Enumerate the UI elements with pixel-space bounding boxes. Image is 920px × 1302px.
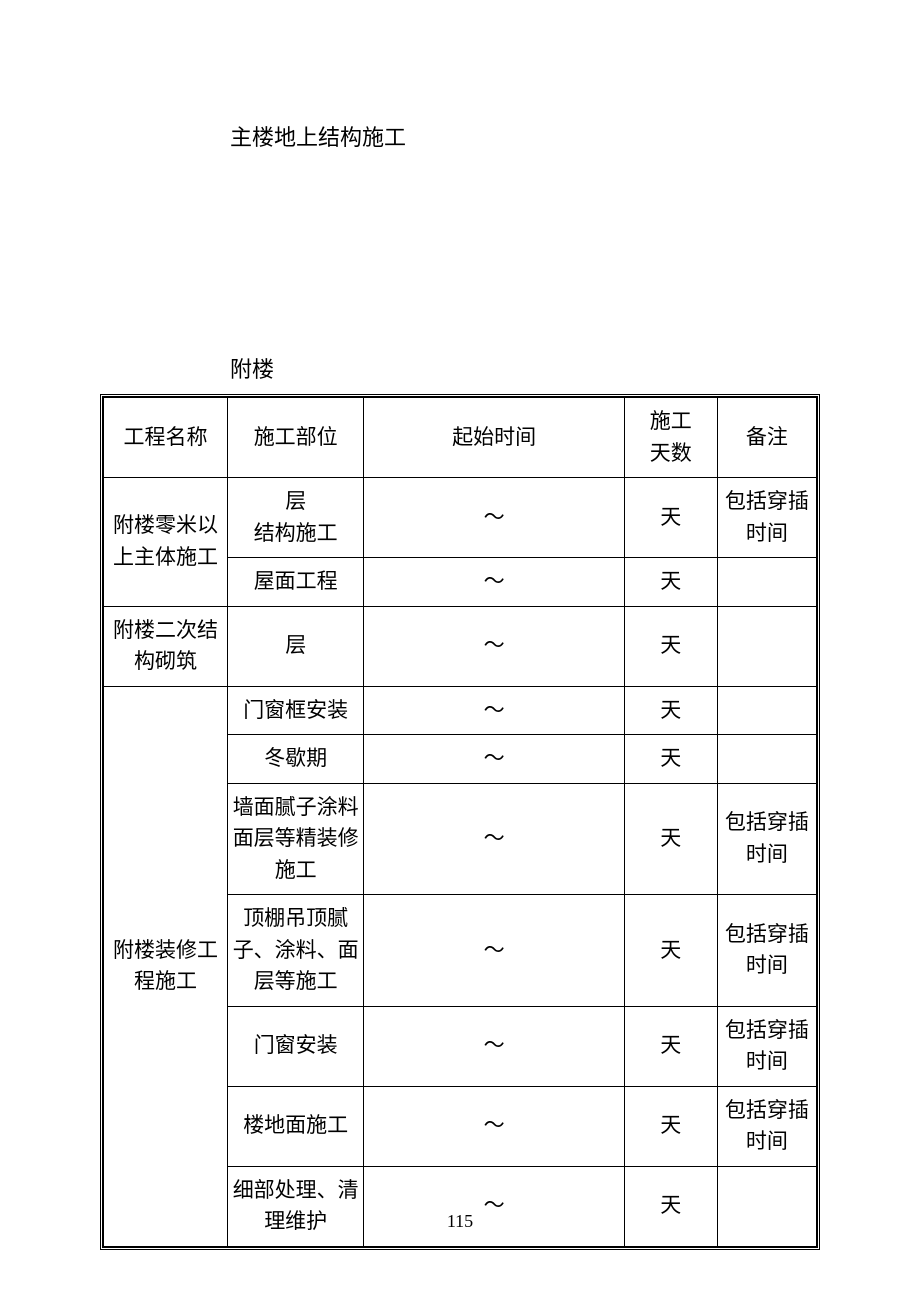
cell-remarks: 包括穿插时间 [717, 895, 816, 1007]
page-number: 115 [0, 1211, 920, 1232]
table-subtitle: 附楼 [230, 352, 820, 384]
cell-remarks: 包括穿插时间 [717, 1006, 816, 1086]
header-days: 施工天数 [624, 398, 717, 478]
table-row: 附楼二次结构砌筑 层 ～ 天 [104, 606, 817, 686]
schedule-table-wrapper: 工程名称 施工部位 起始时间 施工天数 备注 附楼零米以上主体施工 层结构施工 … [100, 394, 820, 1250]
cell-days: 天 [624, 558, 717, 607]
cell-time: ～ [364, 686, 624, 735]
cell-part: 冬歇期 [228, 735, 364, 784]
schedule-table: 工程名称 施工部位 起始时间 施工天数 备注 附楼零米以上主体施工 层结构施工 … [103, 397, 817, 1247]
cell-part: 墙面腻子涂料面层等精装修施工 [228, 783, 364, 895]
cell-time: ～ [364, 783, 624, 895]
cell-part: 门窗框安装 [228, 686, 364, 735]
cell-part: 层 [228, 606, 364, 686]
cell-time: ～ [364, 895, 624, 1007]
section-title: 主楼地上结构施工 [230, 120, 820, 152]
cell-remarks [717, 686, 816, 735]
cell-project: 附楼装修工程施工 [104, 686, 228, 1246]
cell-days: 天 [624, 735, 717, 784]
cell-remarks [717, 606, 816, 686]
header-project-name: 工程名称 [104, 398, 228, 478]
table-row: 附楼装修工程施工 门窗框安装 ～ 天 [104, 686, 817, 735]
cell-days: 天 [624, 895, 717, 1007]
cell-remarks [717, 558, 816, 607]
cell-days: 天 [624, 1006, 717, 1086]
cell-time: ～ [364, 1006, 624, 1086]
cell-remarks: 包括穿插时间 [717, 1086, 816, 1166]
cell-remarks: 包括穿插时间 [717, 783, 816, 895]
cell-time: ～ [364, 606, 624, 686]
header-start-time: 起始时间 [364, 398, 624, 478]
cell-part: 屋面工程 [228, 558, 364, 607]
header-construction-part: 施工部位 [228, 398, 364, 478]
cell-days: 天 [624, 686, 717, 735]
cell-time: ～ [364, 1086, 624, 1166]
cell-remarks [717, 1166, 816, 1246]
cell-time: ～ [364, 1166, 624, 1246]
cell-part: 门窗安装 [228, 1006, 364, 1086]
cell-remarks [717, 735, 816, 784]
cell-time: ～ [364, 558, 624, 607]
cell-days: 天 [624, 606, 717, 686]
cell-project: 附楼二次结构砌筑 [104, 606, 228, 686]
cell-time: ～ [364, 735, 624, 784]
cell-part: 楼地面施工 [228, 1086, 364, 1166]
header-remarks: 备注 [717, 398, 816, 478]
cell-days: 天 [624, 1086, 717, 1166]
table-row: 附楼零米以上主体施工 层结构施工 ～ 天 包括穿插时间 [104, 478, 817, 558]
cell-part: 细部处理、清理维护 [228, 1166, 364, 1246]
cell-days: 天 [624, 783, 717, 895]
cell-project: 附楼零米以上主体施工 [104, 478, 228, 607]
cell-time: ～ [364, 478, 624, 558]
table-header-row: 工程名称 施工部位 起始时间 施工天数 备注 [104, 398, 817, 478]
cell-days: 天 [624, 478, 717, 558]
cell-part: 层结构施工 [228, 478, 364, 558]
cell-days: 天 [624, 1166, 717, 1246]
cell-remarks: 包括穿插时间 [717, 478, 816, 558]
cell-part: 顶棚吊顶腻子、涂料、面层等施工 [228, 895, 364, 1007]
